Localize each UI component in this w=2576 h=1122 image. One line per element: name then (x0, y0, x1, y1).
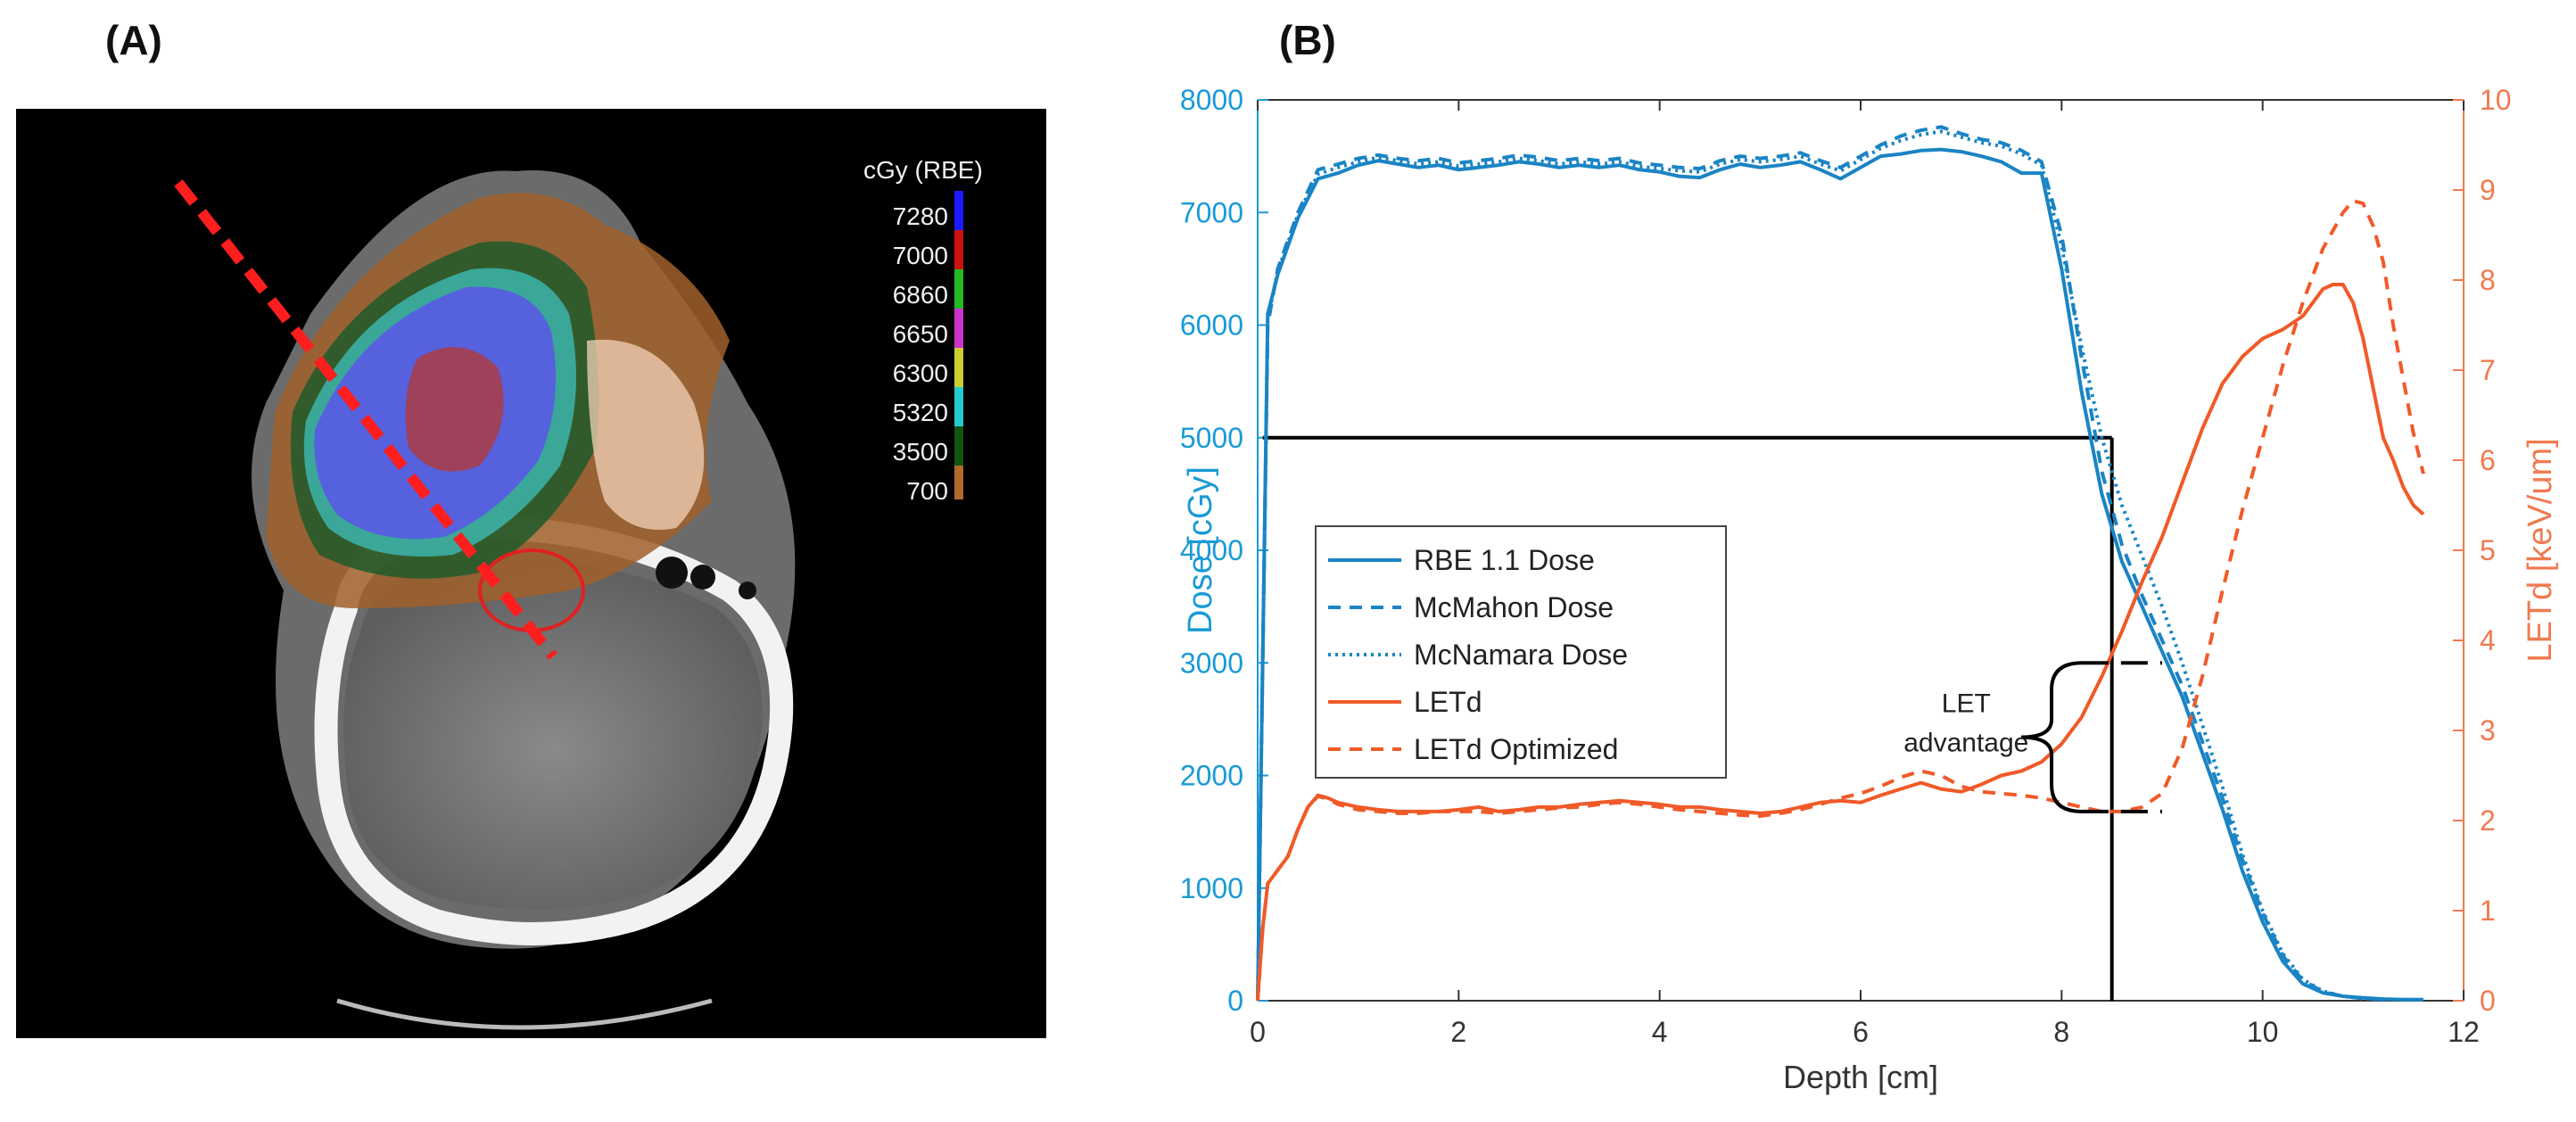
colorbar-level-3500: 3500 (893, 438, 948, 466)
colorbar-level-5320: 5320 (893, 399, 948, 426)
colorbar-swatch-5320 (954, 387, 963, 426)
depth-dose-chart: 0 2 4 6 8 10 12 0 1000 2000 3000 4000 5000 6000 7000 80… (1160, 80, 2576, 1118)
air-pocket-2 (690, 565, 715, 590)
annotation-line1: LET (1942, 689, 1991, 719)
air-pocket (656, 557, 688, 589)
y-right-tick-label: 4 (2480, 624, 2496, 656)
brain (343, 555, 763, 910)
panel-b-label: (B) (1279, 17, 1336, 63)
x-axis-label: Depth [cm] (1783, 1059, 1938, 1095)
dose-colorbar: cGy (RBE) 7280 7000 6860 6650 6300 5320 3500 70… (863, 156, 983, 499)
series-line-letd (1256, 283, 2425, 1002)
y-left-tick-label: 5000 (1180, 422, 1243, 454)
couch-arc (336, 998, 713, 1030)
y-left-tick-label: 7000 (1180, 196, 1243, 228)
chart-svg: 0 2 4 6 8 10 120100020003000400050006000700080… (1180, 84, 2559, 1095)
panel-a-label: (A) (105, 17, 162, 63)
air-pocket-3 (739, 582, 756, 599)
y-left-tick-label: 4000 (1180, 534, 1243, 566)
y-right-axis-label: LETd [keV/um] (2522, 438, 2559, 662)
y-right-tick-label: 9 (2480, 174, 2496, 206)
y-right-tick-label: 6 (2480, 444, 2496, 476)
x-tick-label: 4 (1652, 1016, 1668, 1048)
x-tick-label: 12 (2448, 1016, 2480, 1048)
colorbar-title: cGy (RBE) (863, 156, 983, 184)
x-tick-label: 6 (1853, 1016, 1869, 1048)
y-right-tick-label: 1 (2480, 895, 2496, 927)
colorbar-level-6650: 6650 (893, 320, 948, 348)
y-right-tick-label: 2 (2480, 804, 2496, 837)
y-left-tick-label: 8000 (1180, 84, 1243, 116)
y-left-tick-label: 6000 (1180, 309, 1243, 342)
dose-wash-low (587, 339, 705, 530)
legend-label: RBE 1.1 Dose (1414, 544, 1595, 576)
colorbar-level-7280: 7280 (893, 202, 948, 230)
colorbar-swatch-6300 (954, 348, 963, 387)
legend-box (1315, 525, 1727, 779)
series-line-mcmahon-dose (1256, 125, 2384, 1002)
let-advantage-brace (2021, 661, 2083, 813)
legend-label: McMahon Dose (1414, 591, 1614, 623)
colorbar-level-7000: 7000 (893, 242, 948, 269)
ct-dose-image: cGy (RBE) 7280 7000 6860 6650 6300 5320 3500 70… (16, 109, 1046, 1038)
y-right-tick-label: 8 (2480, 264, 2496, 296)
x-tick-label: 0 (1250, 1016, 1266, 1048)
x-tick-label: 2 (1450, 1016, 1466, 1048)
colorbar-swatch-7000 (954, 230, 963, 269)
legend-label: LETd (1414, 686, 1482, 718)
legend-label: LETd Optimized (1414, 733, 1618, 765)
colorbar-swatch-7280 (954, 191, 963, 230)
y-right-tick-label: 10 (2480, 84, 2512, 116)
y-right-tick-label: 3 (2480, 714, 2496, 747)
colorbar-swatch-3500 (954, 426, 963, 466)
colorbar-level-6300: 6300 (893, 359, 948, 387)
y-left-tick-label: 1000 (1180, 872, 1243, 904)
y-right-tick-label: 0 (2480, 985, 2496, 1017)
series-line-rbe-1-1-dose (1256, 147, 2423, 1002)
colorbar-swatch-700 (954, 466, 963, 499)
y-left-tick-label: 2000 (1180, 760, 1243, 792)
legend-label: McNamara Dose (1414, 639, 1628, 671)
beam-path-line (174, 179, 557, 660)
colorbar-swatch-6860 (954, 269, 963, 309)
y-right-tick-label: 7 (2480, 354, 2496, 386)
annotation-line2: advantage (1903, 729, 2028, 758)
dose-hotspot (405, 347, 504, 472)
ct-scan-figure (174, 170, 796, 1030)
y-left-tick-label: 3000 (1180, 647, 1243, 679)
y-left-tick-label: 0 (1227, 985, 1243, 1017)
y-right-tick-label: 5 (2480, 534, 2496, 566)
colorbar-swatch-6650 (954, 309, 963, 348)
x-tick-label: 8 (2053, 1016, 2069, 1048)
colorbar-level-700: 700 (906, 477, 948, 499)
y-left-axis-label: Dose [cGy] (1182, 466, 1219, 634)
colorbar-level-6860: 6860 (893, 281, 948, 309)
series-line-letd-optimized (1256, 199, 2425, 1002)
x-tick-label: 10 (2247, 1016, 2279, 1048)
